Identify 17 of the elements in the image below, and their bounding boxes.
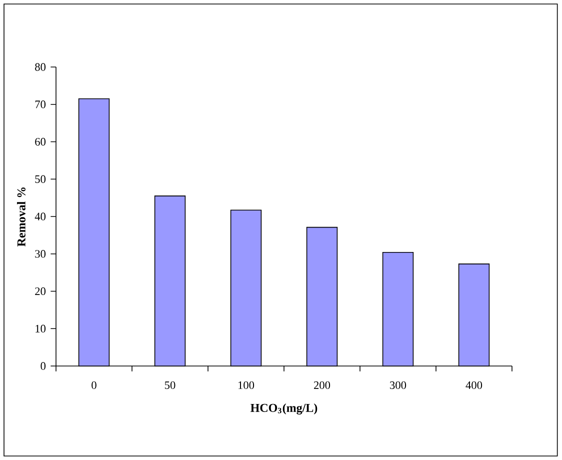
x-axis-title: HCO$_{3}$(mg/L) bbox=[250, 404, 318, 414]
x-tick-label: 100 bbox=[238, 381, 254, 390]
y-tick-label: 20 bbox=[35, 287, 46, 296]
x-tick-label: 200 bbox=[314, 381, 330, 390]
x-tick-label: 400 bbox=[466, 381, 482, 390]
y-axis-title: Removal % bbox=[16, 187, 26, 246]
y-tick-label: 60 bbox=[35, 138, 46, 146]
y-tick-label: 40 bbox=[34, 212, 46, 220]
x-tick-label: 300 bbox=[390, 381, 406, 390]
y-tick-label: 0 bbox=[40, 362, 46, 370]
y-tick-label: 10 bbox=[36, 324, 46, 332]
y-tick-label: 70 bbox=[35, 100, 46, 108]
x-tick-label: 0 bbox=[92, 381, 96, 390]
y-tick-label: 80 bbox=[35, 63, 46, 71]
x-tick-label: 50 bbox=[164, 381, 176, 390]
y-tick-label: 50 bbox=[35, 175, 46, 183]
y-tick-label: 30 bbox=[35, 250, 46, 258]
